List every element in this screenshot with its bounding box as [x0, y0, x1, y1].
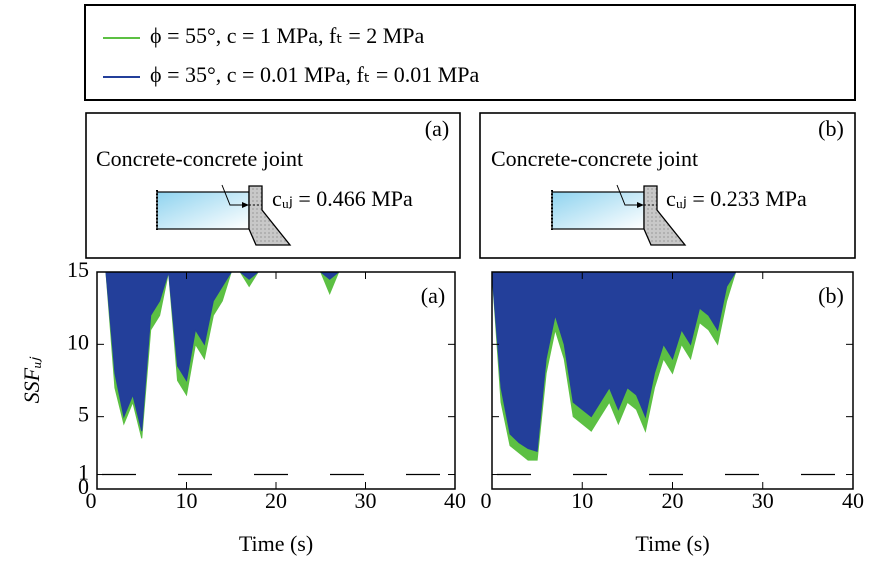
- x-axis-label: Time (s): [635, 531, 709, 556]
- y-tick-label: 5: [78, 402, 89, 427]
- x-tick-label: 10: [571, 488, 593, 513]
- dam-sketch: [156, 184, 291, 246]
- inset-text: cᵤⱼ = 0.466 MPa: [272, 186, 413, 211]
- inset-label: (a): [425, 116, 449, 141]
- inset-text: Concrete-concrete joint: [96, 146, 303, 171]
- x-tick-label: 10: [176, 488, 198, 513]
- x-tick-label: 40: [842, 488, 864, 513]
- y-tick-label: 0: [78, 474, 89, 499]
- legend-label: ϕ = 35°, c = 0.01 MPa, fₜ = 0.01 MPa: [150, 62, 480, 87]
- inset-label: (b): [818, 116, 844, 141]
- y-tick-label: 1: [78, 460, 89, 485]
- x-tick-label: 20: [265, 488, 287, 513]
- series-area: [97, 271, 455, 432]
- panel-label: (a): [421, 283, 445, 308]
- x-axis-label: Time (s): [239, 531, 313, 556]
- y-axis-label: SSFᵤⱼ: [19, 356, 44, 403]
- x-tick-label: 0: [86, 488, 97, 513]
- x-tick-label: 30: [355, 488, 377, 513]
- x-tick-label: 20: [662, 488, 684, 513]
- legend-label: ϕ = 55°, c = 1 MPa, fₜ = 2 MPa: [150, 23, 425, 48]
- x-tick-label: 0: [481, 488, 492, 513]
- x-tick-label: 30: [752, 488, 774, 513]
- legend-box: [84, 4, 856, 101]
- x-tick-label: 40: [444, 488, 466, 513]
- inset-box: [479, 112, 856, 259]
- inset-text: Concrete-concrete joint: [491, 146, 698, 171]
- inset-text: cᵤⱼ = 0.233 MPa: [666, 186, 807, 211]
- y-tick-label: 10: [67, 329, 89, 354]
- y-tick-label: 15: [67, 257, 89, 282]
- panel-label: (b): [818, 283, 844, 308]
- inset-box: [85, 112, 461, 259]
